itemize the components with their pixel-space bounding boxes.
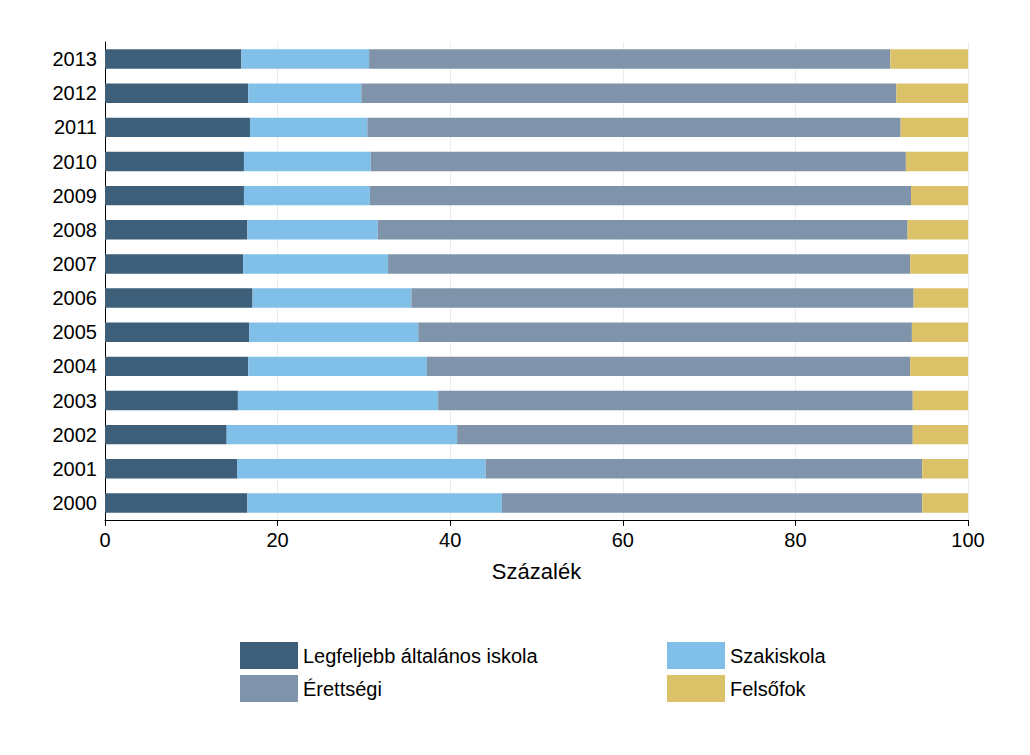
- svg-text:2007: 2007: [53, 253, 98, 275]
- svg-text:2001: 2001: [53, 458, 98, 480]
- svg-text:2011: 2011: [54, 116, 97, 138]
- svg-text:2006: 2006: [53, 287, 98, 309]
- svg-text:0: 0: [99, 529, 110, 551]
- svg-text:40: 40: [439, 529, 461, 551]
- svg-text:2013: 2013: [53, 48, 98, 70]
- svg-text:Felsőfok: Felsőfok: [730, 678, 807, 700]
- svg-text:80: 80: [784, 529, 806, 551]
- svg-text:Legfeljebb általános iskola: Legfeljebb általános iskola: [303, 645, 538, 667]
- svg-text:2012: 2012: [53, 82, 98, 104]
- svg-text:60: 60: [612, 529, 634, 551]
- svg-text:2008: 2008: [53, 219, 98, 241]
- svg-text:2010: 2010: [53, 151, 98, 173]
- svg-text:2009: 2009: [53, 185, 98, 207]
- svg-text:2002: 2002: [53, 424, 98, 446]
- svg-text:Érettségi: Érettségi: [303, 678, 382, 700]
- svg-text:Szakiskola: Szakiskola: [730, 645, 826, 667]
- svg-text:2005: 2005: [53, 321, 98, 343]
- svg-text:2000: 2000: [53, 492, 98, 514]
- svg-text:2004: 2004: [53, 355, 98, 377]
- svg-text:2003: 2003: [53, 390, 98, 412]
- svg-text:Százalék: Százalék: [492, 559, 582, 584]
- svg-text:100: 100: [951, 529, 984, 551]
- svg-text:20: 20: [266, 529, 288, 551]
